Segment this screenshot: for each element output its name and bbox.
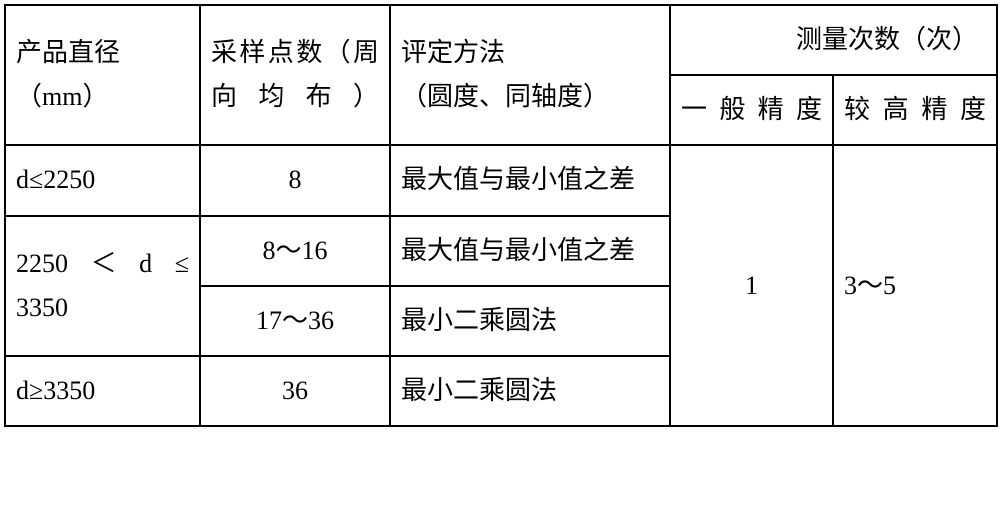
cell-high-count: 3～5	[833, 145, 997, 426]
cell-method-2b: 最小二乘圆法	[390, 286, 670, 356]
header-high-precision: 较高精度	[833, 75, 997, 145]
cell-samples-3: 36	[200, 356, 390, 426]
cell-method-2a: 最大值与最小值之差	[390, 216, 670, 286]
header-diameter: 产品直径（mm）	[5, 5, 200, 145]
header-measurement-group: 测量次数（次）	[670, 5, 997, 75]
measurement-table: 产品直径（mm） 采样点数（周向均布） 评定方法（圆度、同轴度） 测量次数（次）…	[4, 4, 998, 427]
cell-method-1: 最大值与最小值之差	[390, 145, 670, 215]
header-samples: 采样点数（周向均布）	[200, 5, 390, 145]
cell-diameter-3: d≥3350	[5, 356, 200, 426]
header-method: 评定方法 （圆度、同轴度）	[390, 5, 670, 145]
header-row-1: 产品直径（mm） 采样点数（周向均布） 评定方法（圆度、同轴度） 测量次数（次）	[5, 5, 997, 75]
data-row-1: d≤2250 8 最大值与最小值之差 1 3～5	[5, 145, 997, 215]
cell-method-3: 最小二乘圆法	[390, 356, 670, 426]
cell-diameter-1: d≤2250	[5, 145, 200, 215]
header-method-line2: （圆度、同轴度）	[401, 82, 609, 111]
cell-samples-1: 8	[200, 145, 390, 215]
header-method-line1: 评定方法	[401, 38, 505, 67]
cell-samples-2b: 17～36	[200, 286, 390, 356]
cell-samples-2a: 8～16	[200, 216, 390, 286]
cell-diameter-2: 2250 ＜ d ≤ 3350	[5, 216, 200, 356]
header-normal-precision: 一般精度	[670, 75, 833, 145]
cell-normal-count: 1	[670, 145, 833, 426]
